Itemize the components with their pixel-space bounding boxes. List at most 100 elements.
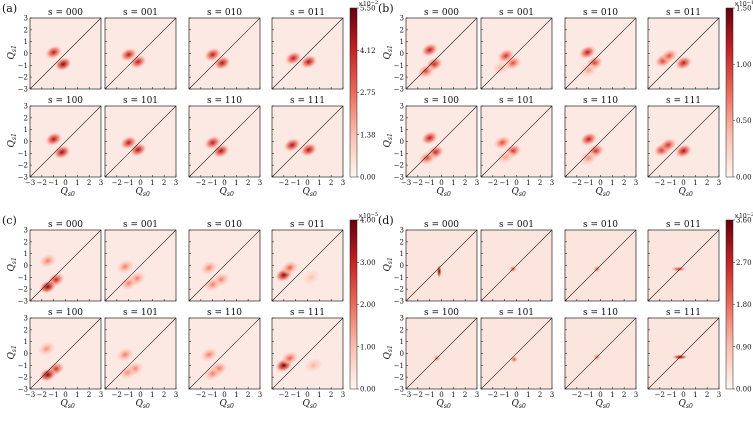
x-tick-label: −2 — [112, 391, 122, 399]
subplot: s = 101 −2 −1 0 1 2 3 Qs0 — [104, 96, 178, 198]
subplot: s = 011 — [271, 8, 344, 90]
y-tick-label: −3 — [18, 298, 28, 306]
blob-layer — [116, 347, 144, 380]
diagonal-line — [564, 317, 637, 390]
x-tick-label: 1 — [317, 391, 321, 399]
x-tick-label: 1 — [451, 391, 455, 399]
y-tick-label: 0 — [24, 138, 28, 146]
x-tick-label: −3 — [401, 179, 411, 187]
diagonal-line — [29, 317, 102, 390]
subplot: s = 001 — [104, 8, 177, 90]
x-tick-label: 3 — [99, 391, 103, 399]
y-tick-label: −2 — [394, 374, 404, 382]
blob-layer — [653, 138, 693, 158]
blob-layer — [45, 132, 71, 160]
x-tick-label: 2 — [87, 179, 91, 187]
x-axis-label: Qs0 — [437, 187, 451, 198]
subplot: s = 101 −2 −1 0 1 2 3 Qs0 — [480, 308, 554, 410]
x-tick-label: 1 — [610, 391, 614, 399]
blob-layer — [275, 351, 323, 373]
subplot-title: s = 100 — [48, 308, 83, 318]
y-tick-label: −2 — [18, 162, 28, 170]
x-tick-label: 2 — [329, 179, 333, 187]
x-tick-label: 2 — [705, 179, 709, 187]
colorbar-tick-label: 0.00 — [360, 386, 376, 394]
blob-layer — [39, 253, 65, 294]
blob-layer — [580, 132, 605, 166]
x-tick-label: −1 — [291, 179, 301, 187]
y-tick-label: 2 — [400, 114, 404, 122]
y-tick-label: −3 — [394, 174, 404, 182]
density-blob — [53, 145, 71, 160]
subplot-title: s = 010 — [583, 220, 618, 230]
colorbar-tick-label: 3.00 — [360, 259, 376, 267]
density-blob — [304, 358, 323, 373]
x-tick-label: 3 — [174, 179, 178, 187]
colorbar-tick-label: 0.90 — [736, 343, 752, 351]
density-blob — [281, 351, 299, 366]
x-tick-label: 1 — [234, 391, 238, 399]
diagonal-line — [29, 105, 102, 178]
subplot-title: s = 011 — [290, 220, 325, 230]
x-tick-label: −1 — [49, 391, 59, 399]
density-blob — [659, 138, 677, 153]
y-tick-label: 1 — [24, 250, 28, 258]
diagonal-line — [480, 17, 553, 90]
x-axis-label: Qs0 — [679, 187, 693, 198]
colorbar-tick-label: 0.00 — [736, 386, 752, 394]
subplot: s = 010 — [564, 220, 637, 302]
diagonal-line — [188, 229, 261, 302]
x-tick-label: 0 — [305, 391, 309, 399]
y-tick-label: 0 — [24, 50, 28, 58]
y-tick-label: 3 — [24, 227, 28, 235]
diagonal-line — [564, 229, 637, 302]
x-tick-label: 0 — [63, 179, 67, 187]
diagonal-line — [271, 229, 344, 302]
x-tick-label: 3 — [634, 391, 638, 399]
density-blob — [493, 135, 511, 150]
density-blob — [284, 51, 302, 66]
x-tick-label: −2 — [488, 391, 498, 399]
x-axis-label: Qs0 — [596, 399, 610, 410]
blob-layer — [578, 45, 604, 78]
colorbar-tick-label: 1.38 — [360, 131, 376, 139]
subplot: s = 100 3 −3 2 −2 1 −1 0 0 −1 1 −2 2 −3 3 Qs1 Qs0 — [383, 96, 479, 198]
x-tick-label: 1 — [75, 179, 79, 187]
density-blob — [120, 276, 138, 291]
density-blob — [200, 347, 218, 362]
subplot: s = 011 — [647, 220, 720, 302]
y-tick-label: 2 — [24, 26, 28, 34]
y-tick-label: 2 — [400, 26, 404, 34]
colorbar-tick-label: 1.50 — [736, 5, 752, 13]
blob-layer — [200, 260, 230, 292]
y-tick-label: 1 — [400, 250, 404, 258]
blob-layer — [417, 42, 444, 79]
x-tick-label: 2 — [622, 391, 626, 399]
density-blob — [421, 130, 439, 145]
y-tick-label: −3 — [394, 86, 404, 94]
diagonal-line — [564, 17, 637, 90]
y-axis-label: Qs1 — [383, 45, 394, 59]
density-blob — [580, 132, 598, 147]
subplot: s = 001 — [480, 220, 553, 302]
y-tick-label: 0 — [400, 350, 404, 358]
density-blob — [670, 266, 687, 272]
blob-layer — [283, 138, 318, 157]
colorbar-exponent: ×10−2 — [734, 212, 753, 220]
x-tick-label: 2 — [162, 391, 166, 399]
blob-layer — [275, 260, 320, 285]
diagonal-line — [29, 229, 102, 302]
subplot: s = 000 3 2 1 0 −1 −2 −3 Qs1 — [383, 220, 478, 306]
x-axis-label: Qs0 — [220, 399, 234, 410]
density-blob — [200, 260, 218, 275]
x-tick-label: 0 — [138, 391, 142, 399]
x-tick-label: −1 — [425, 391, 435, 399]
x-tick-label: −2 — [572, 179, 582, 187]
x-tick-label: −1 — [584, 391, 594, 399]
subplot: s = 110 −2 −1 0 1 2 3 Qs0 — [564, 96, 638, 198]
x-tick-label: 2 — [87, 391, 91, 399]
colorbar-tick-label: 1.80 — [736, 301, 752, 309]
x-tick-label: −2 — [572, 391, 582, 399]
subplot-title: s = 010 — [583, 8, 618, 18]
density-blob — [54, 57, 72, 72]
